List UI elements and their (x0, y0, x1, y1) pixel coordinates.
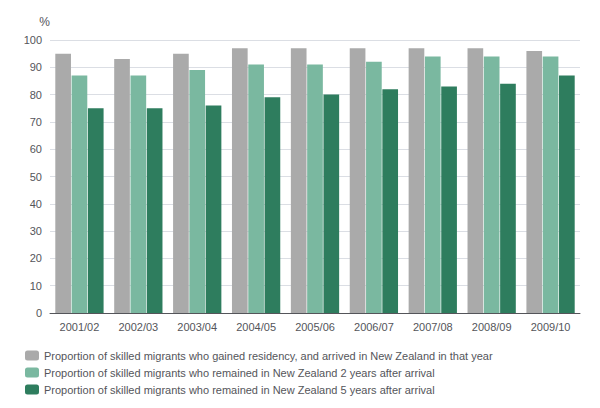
svg-text:50: 50 (30, 171, 42, 183)
svg-text:2002/03: 2002/03 (118, 321, 158, 333)
svg-text:60: 60 (30, 143, 42, 155)
svg-text:2009/10: 2009/10 (531, 321, 571, 333)
svg-text:2001/02: 2001/02 (60, 321, 100, 333)
svg-text:80: 80 (30, 89, 42, 101)
svg-text:Proportion of skilled migrants: Proportion of skilled migrants who remai… (44, 367, 435, 379)
svg-text:40: 40 (30, 198, 42, 210)
svg-text:90: 90 (30, 61, 42, 73)
svg-text:100: 100 (24, 34, 42, 46)
svg-text:Proportion of skilled migrants: Proportion of skilled migrants who gaine… (44, 350, 493, 362)
svg-text:10: 10 (30, 280, 42, 292)
svg-text:2008/09: 2008/09 (472, 321, 512, 333)
svg-text:2005/06: 2005/06 (295, 321, 335, 333)
svg-text:Proportion of skilled migrants: Proportion of skilled migrants who remai… (44, 384, 435, 396)
svg-text:2004/05: 2004/05 (236, 321, 276, 333)
svg-text:2006/07: 2006/07 (354, 321, 394, 333)
svg-text:30: 30 (30, 225, 42, 237)
svg-text:20: 20 (30, 252, 42, 264)
svg-text:0: 0 (36, 307, 42, 319)
svg-text:%: % (39, 15, 50, 29)
svg-text:70: 70 (30, 116, 42, 128)
svg-text:2007/08: 2007/08 (413, 321, 453, 333)
svg-text:2003/04: 2003/04 (177, 321, 217, 333)
